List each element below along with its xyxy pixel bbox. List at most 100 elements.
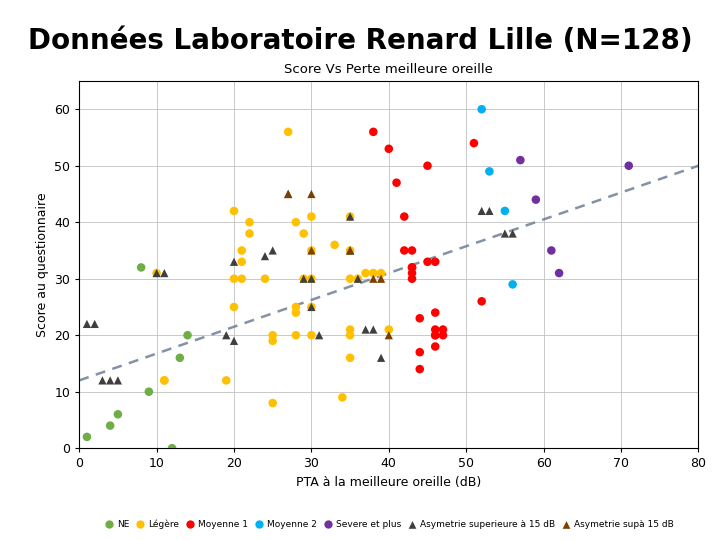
Point — [344, 212, 356, 221]
Point — [220, 376, 232, 384]
Point — [391, 178, 402, 187]
Point — [267, 336, 279, 345]
Point — [259, 274, 271, 283]
Point — [546, 246, 557, 255]
Point — [81, 320, 93, 328]
Point — [344, 354, 356, 362]
Point — [429, 331, 441, 340]
Point — [383, 145, 395, 153]
Point — [399, 246, 410, 255]
Point — [305, 190, 317, 198]
Point — [267, 246, 279, 255]
Point — [243, 218, 255, 227]
Point — [344, 331, 356, 340]
Point — [112, 376, 124, 384]
Point — [228, 302, 240, 311]
Point — [352, 274, 364, 283]
Point — [437, 325, 449, 334]
Point — [305, 274, 317, 283]
Point — [305, 246, 317, 255]
Point — [507, 229, 518, 238]
Text: Données Laboratoire Renard Lille (N=128): Données Laboratoire Renard Lille (N=128) — [27, 27, 693, 55]
Point — [515, 156, 526, 164]
Legend: NE, Légère, Moyenne 1, Moyenne 2, Severe et plus, Asymetrie superieure à 15 dB, : NE, Légère, Moyenne 1, Moyenne 2, Severe… — [100, 516, 678, 533]
Point — [282, 190, 294, 198]
Point — [290, 302, 302, 311]
Point — [406, 263, 418, 272]
Point — [112, 410, 124, 418]
Point — [89, 320, 101, 328]
Point — [104, 421, 116, 430]
Point — [290, 218, 302, 227]
Y-axis label: Score au questionnaire: Score au questionnaire — [35, 192, 49, 337]
Point — [375, 274, 387, 283]
Point — [623, 161, 634, 170]
Point — [96, 376, 108, 384]
Point — [383, 331, 395, 340]
Point — [158, 376, 170, 384]
Point — [507, 280, 518, 289]
Point — [476, 207, 487, 215]
X-axis label: PTA à la meilleure oreille (dB): PTA à la meilleure oreille (dB) — [296, 476, 482, 489]
Point — [305, 302, 317, 311]
Point — [298, 229, 310, 238]
Point — [236, 274, 248, 283]
Point — [344, 246, 356, 255]
Point — [360, 269, 372, 278]
Point — [305, 274, 317, 283]
Point — [499, 229, 510, 238]
Point — [135, 263, 147, 272]
Point — [282, 127, 294, 136]
Point — [414, 348, 426, 356]
Point — [228, 258, 240, 266]
Point — [414, 365, 426, 374]
Point — [313, 331, 325, 340]
Point — [336, 393, 348, 402]
Point — [360, 325, 372, 334]
Point — [151, 269, 163, 278]
Point — [259, 252, 271, 260]
Point — [220, 331, 232, 340]
Point — [367, 325, 379, 334]
Point — [181, 331, 193, 340]
Point — [367, 127, 379, 136]
Point — [414, 314, 426, 322]
Point — [344, 246, 356, 255]
Point — [228, 207, 240, 215]
Point — [174, 354, 186, 362]
Point — [290, 331, 302, 340]
Point — [305, 246, 317, 255]
Point — [406, 246, 418, 255]
Point — [406, 274, 418, 283]
Point — [305, 302, 317, 311]
Point — [352, 274, 364, 283]
Point — [437, 331, 449, 340]
Point — [305, 331, 317, 340]
Point — [298, 274, 310, 283]
Point — [344, 274, 356, 283]
Point — [429, 258, 441, 266]
Point — [243, 229, 255, 238]
Point — [468, 139, 480, 147]
Point — [375, 269, 387, 278]
Point — [151, 269, 163, 278]
Point — [81, 433, 93, 441]
Point — [422, 258, 433, 266]
Point — [344, 246, 356, 255]
Point — [530, 195, 541, 204]
Point — [329, 240, 341, 249]
Point — [282, 190, 294, 198]
Point — [344, 325, 356, 334]
Point — [429, 308, 441, 317]
Point — [344, 212, 356, 221]
Point — [406, 263, 418, 272]
Point — [228, 336, 240, 345]
Point — [499, 207, 510, 215]
Point — [236, 246, 248, 255]
Point — [236, 258, 248, 266]
Point — [298, 274, 310, 283]
Point — [429, 331, 441, 340]
Point — [290, 308, 302, 317]
Point — [399, 212, 410, 221]
Point — [228, 274, 240, 283]
